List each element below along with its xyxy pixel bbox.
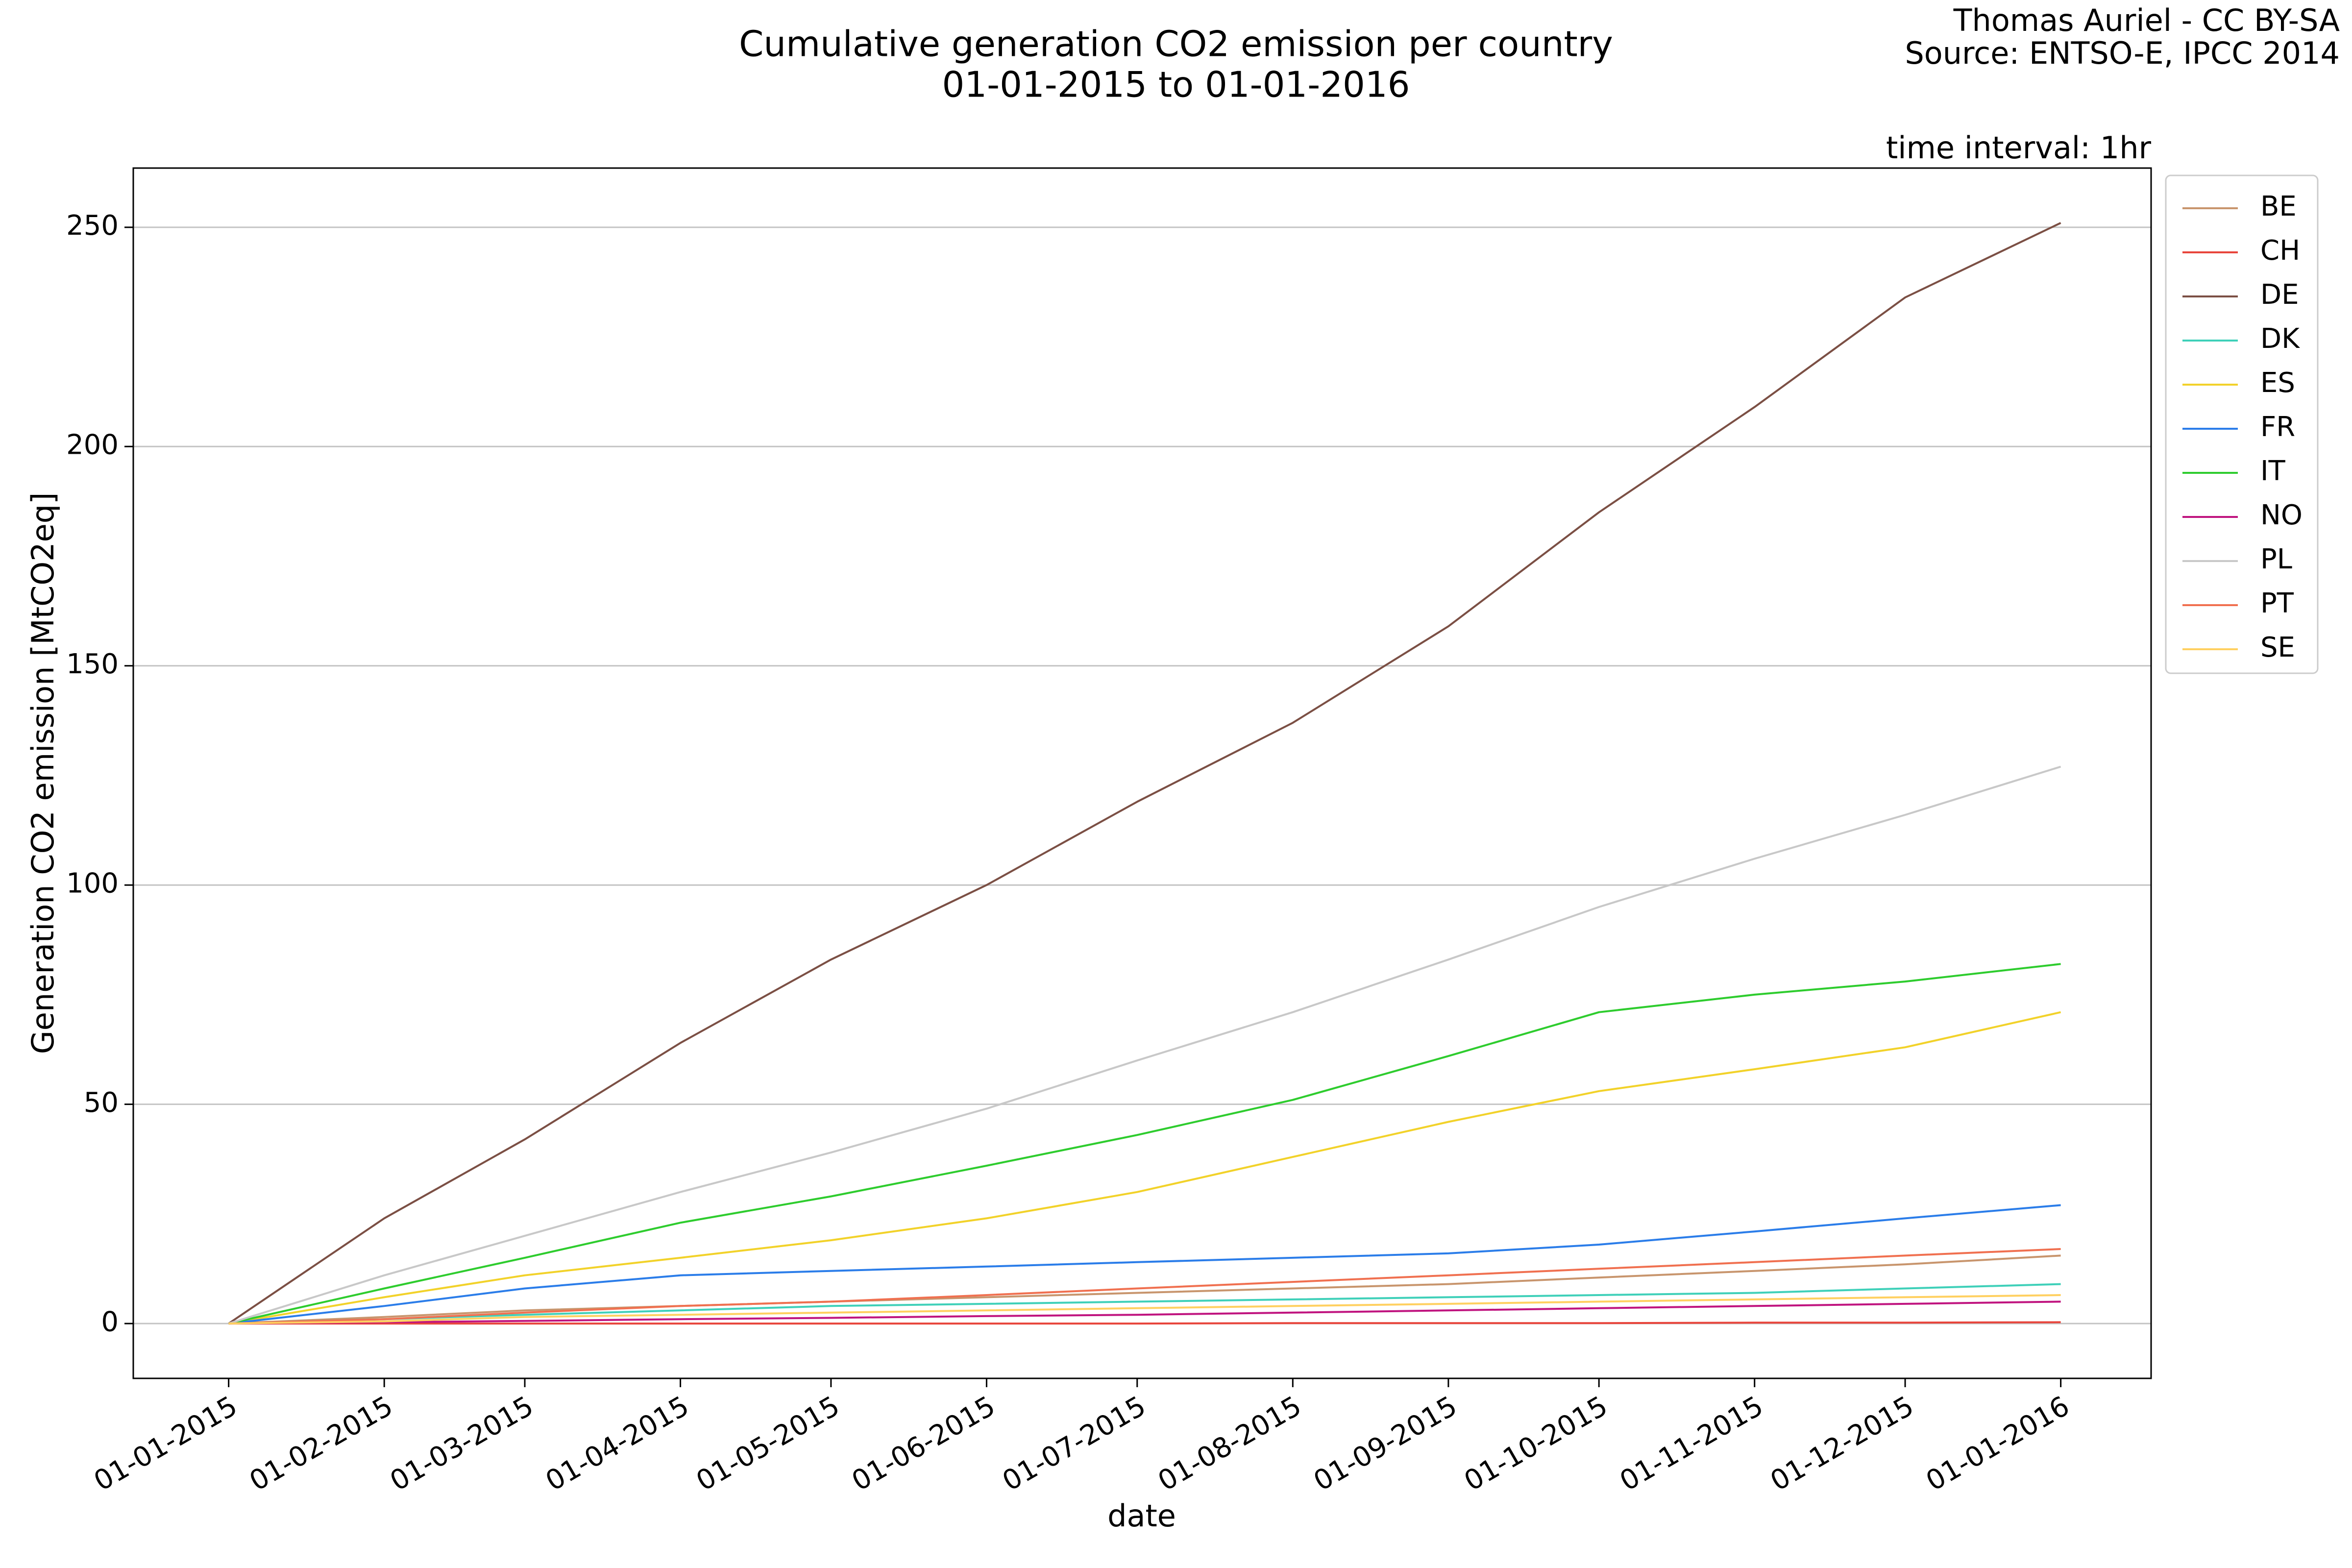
legend-label: DE (2260, 279, 2299, 311)
y-tick-label: 250 (66, 210, 119, 242)
y-axis-label: Generation CO2 emission [MtCO2eq] (25, 492, 61, 1054)
legend-label: FR (2260, 411, 2295, 443)
x-tick-label: 01-01-2015 (89, 1390, 243, 1497)
series-line (228, 1300, 2061, 1325)
series-line (228, 1248, 2061, 1325)
series-line (228, 1283, 2061, 1325)
series-line (228, 222, 2061, 1324)
y-tick-label: 0 (101, 1306, 119, 1338)
y-tick-label: 100 (66, 867, 119, 899)
series-line (228, 1011, 2061, 1325)
legend-label: CH (2260, 235, 2300, 267)
chart-title: Cumulative generation CO2 emission per c… (739, 24, 1613, 65)
x-tick-label: 01-10-2015 (1459, 1390, 1613, 1497)
series-line (228, 1321, 2061, 1325)
x-tick-label: 01-04-2015 (540, 1390, 694, 1497)
legend-label: SE (2260, 632, 2295, 663)
x-tick-label: 01-03-2015 (385, 1390, 539, 1497)
y-tick-label: 200 (66, 429, 119, 461)
x-tick-label: 01-05-2015 (691, 1390, 845, 1497)
series-line (228, 1204, 2061, 1325)
legend-box (2165, 174, 2319, 674)
credit: Thomas Auriel - CC BY-SA (1953, 2, 2340, 38)
annotation: time interval: 1hr (1886, 130, 2151, 166)
series-line (228, 765, 2061, 1325)
series-line (228, 1294, 2061, 1325)
x-tick-label: 01-02-2015 (244, 1390, 398, 1497)
legend-label: BE (2260, 191, 2297, 222)
x-tick-label: 01-06-2015 (847, 1390, 1001, 1497)
series-line (228, 1254, 2061, 1325)
plot-frame (132, 167, 2152, 1379)
x-tick-label: 01-11-2015 (1615, 1390, 1768, 1497)
legend-label: IT (2260, 455, 2286, 487)
chart-subtitle: 01-01-2015 to 01-01-2016 (942, 64, 1410, 105)
series-line (228, 963, 2061, 1325)
legend-label: NO (2260, 499, 2303, 531)
x-tick-label: 01-07-2015 (997, 1390, 1151, 1497)
x-tick-label: 01-01-2016 (1921, 1390, 2075, 1497)
x-tick-label: 01-08-2015 (1153, 1390, 1307, 1497)
credit: Source: ENTSO-E, IPCC 2014 (1905, 35, 2340, 71)
y-tick-label: 150 (66, 648, 119, 680)
y-tick-label: 50 (84, 1087, 119, 1119)
legend-label: DK (2260, 323, 2300, 355)
x-axis-label: date (1107, 1498, 1176, 1534)
x-tick-label: 01-09-2015 (1308, 1390, 1462, 1497)
x-tick-label: 01-12-2015 (1765, 1390, 1919, 1497)
legend-label: ES (2260, 367, 2295, 399)
legend-label: PL (2260, 543, 2292, 575)
legend-label: PT (2260, 588, 2294, 619)
